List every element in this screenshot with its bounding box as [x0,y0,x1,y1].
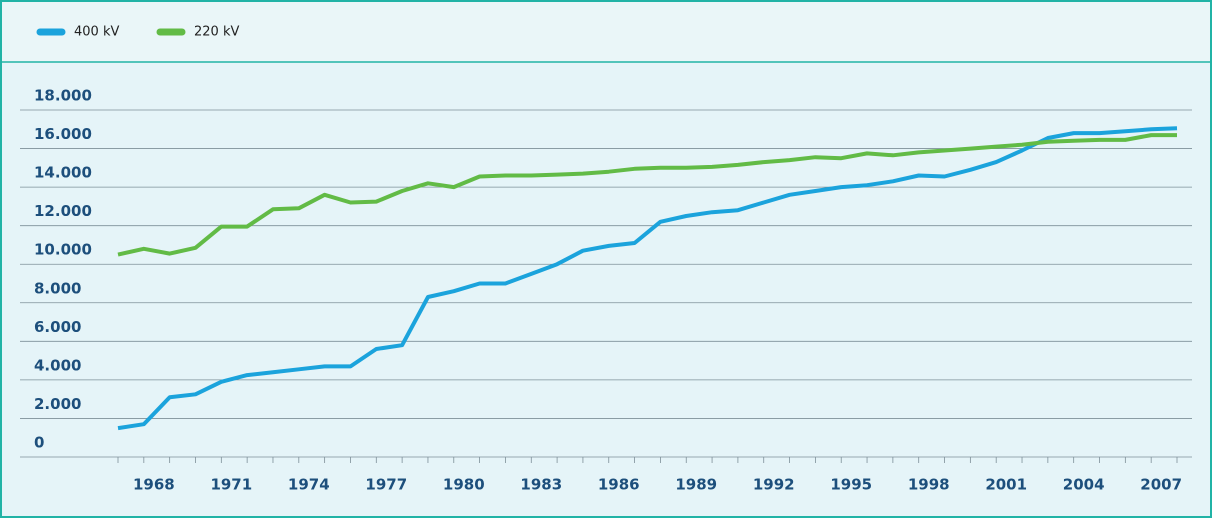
x-tick-label: 1977 [365,476,407,494]
y-tick-label: 12.000 [34,202,92,220]
y-tick-label: 8.000 [34,279,81,297]
x-tick-label: 1989 [675,476,717,494]
x-tick-label: 1974 [288,476,330,494]
legend-band [2,2,1210,62]
x-tick-label: 2001 [985,476,1027,494]
legend-label: 220 kV [194,25,239,40]
line [117,133,1177,257]
x-tick-label: 1998 [908,476,950,494]
y-tick-label: 18.000 [34,87,92,105]
legend-label: 400 kV [74,25,119,40]
y-tick-label: 6.000 [34,318,81,336]
x-tick-label: 1986 [598,476,640,494]
x-tick-label: 1980 [443,476,485,494]
x-tick-label: 1971 [210,476,252,494]
x-tick-label: 1983 [520,476,562,494]
y-tick-label: 14.000 [34,164,92,182]
line [117,126,1178,431]
x-tick-label: 2007 [1140,476,1182,494]
x-tick-label: 1968 [133,476,175,494]
y-tick-label: 16.000 [34,125,92,143]
y-tick-label: 2.000 [34,395,81,413]
x-tick-label: 1995 [830,476,872,494]
x-tick-label: 1992 [753,476,795,494]
y-tick-label: 4.000 [34,356,81,374]
y-tick-label: 10.000 [34,241,92,259]
y-tick-label: 0 [34,434,44,452]
x-tick-label: 2004 [1063,476,1105,494]
